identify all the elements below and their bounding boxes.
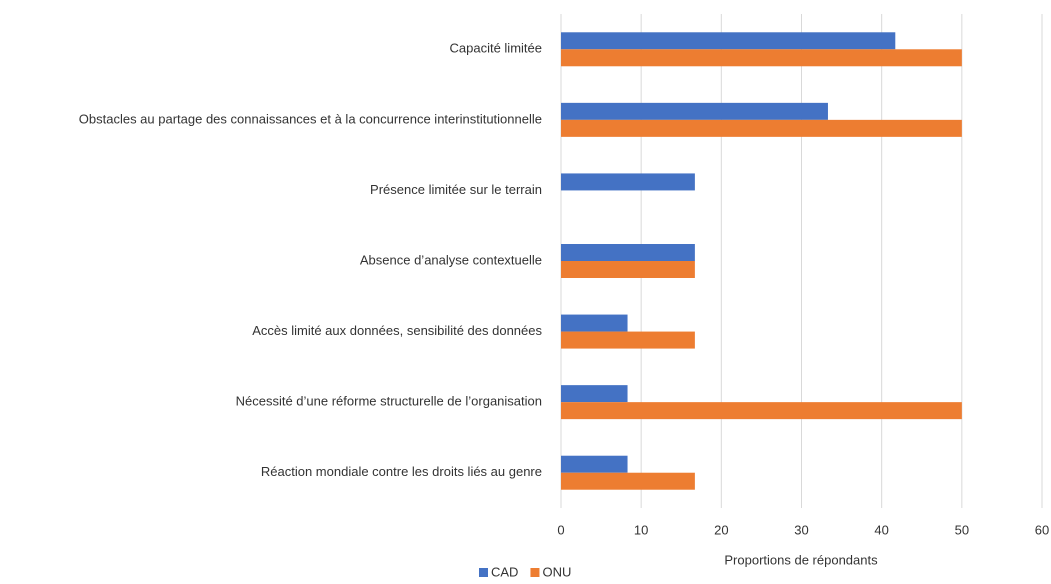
bar [561, 402, 962, 420]
x-tick-label: 20 [714, 522, 728, 537]
bar [561, 314, 628, 332]
x-axis-title: Proportions de répondants [724, 552, 878, 567]
legend-label: ONU [542, 564, 571, 579]
x-tick-label: 30 [794, 522, 808, 537]
bar [561, 173, 695, 191]
x-tick-label: 50 [955, 522, 969, 537]
bar [561, 49, 962, 67]
y-tick-label: Réaction mondiale contre les droits liés… [261, 464, 542, 479]
bar [561, 102, 828, 120]
bar [561, 119, 962, 137]
bar [561, 472, 695, 490]
x-tick-label: 10 [634, 522, 648, 537]
legend-swatch [530, 568, 540, 577]
y-tick-label: Présence limitée sur le terrain [370, 182, 542, 197]
bar [561, 261, 695, 278]
y-tick-label: Capacité limitée [450, 41, 543, 56]
y-tick-label: Obstacles au partage des connaissances e… [79, 111, 542, 126]
bar [561, 455, 628, 473]
legend-label: CAD [491, 564, 518, 579]
legend-swatch [479, 568, 488, 577]
x-tick-label: 40 [874, 522, 888, 537]
x-tick-label: 0 [557, 522, 564, 537]
bar [561, 244, 695, 261]
y-tick-label: Accès limité aux données, sensibilité de… [252, 323, 542, 338]
x-tick-label: 60 [1035, 522, 1049, 537]
bar [561, 385, 628, 403]
bar [561, 331, 695, 349]
y-tick-label: Absence d’analyse contextuelle [360, 252, 542, 267]
bar [561, 32, 896, 50]
y-tick-label: Nécessité d’une réforme structurelle de … [236, 394, 542, 409]
